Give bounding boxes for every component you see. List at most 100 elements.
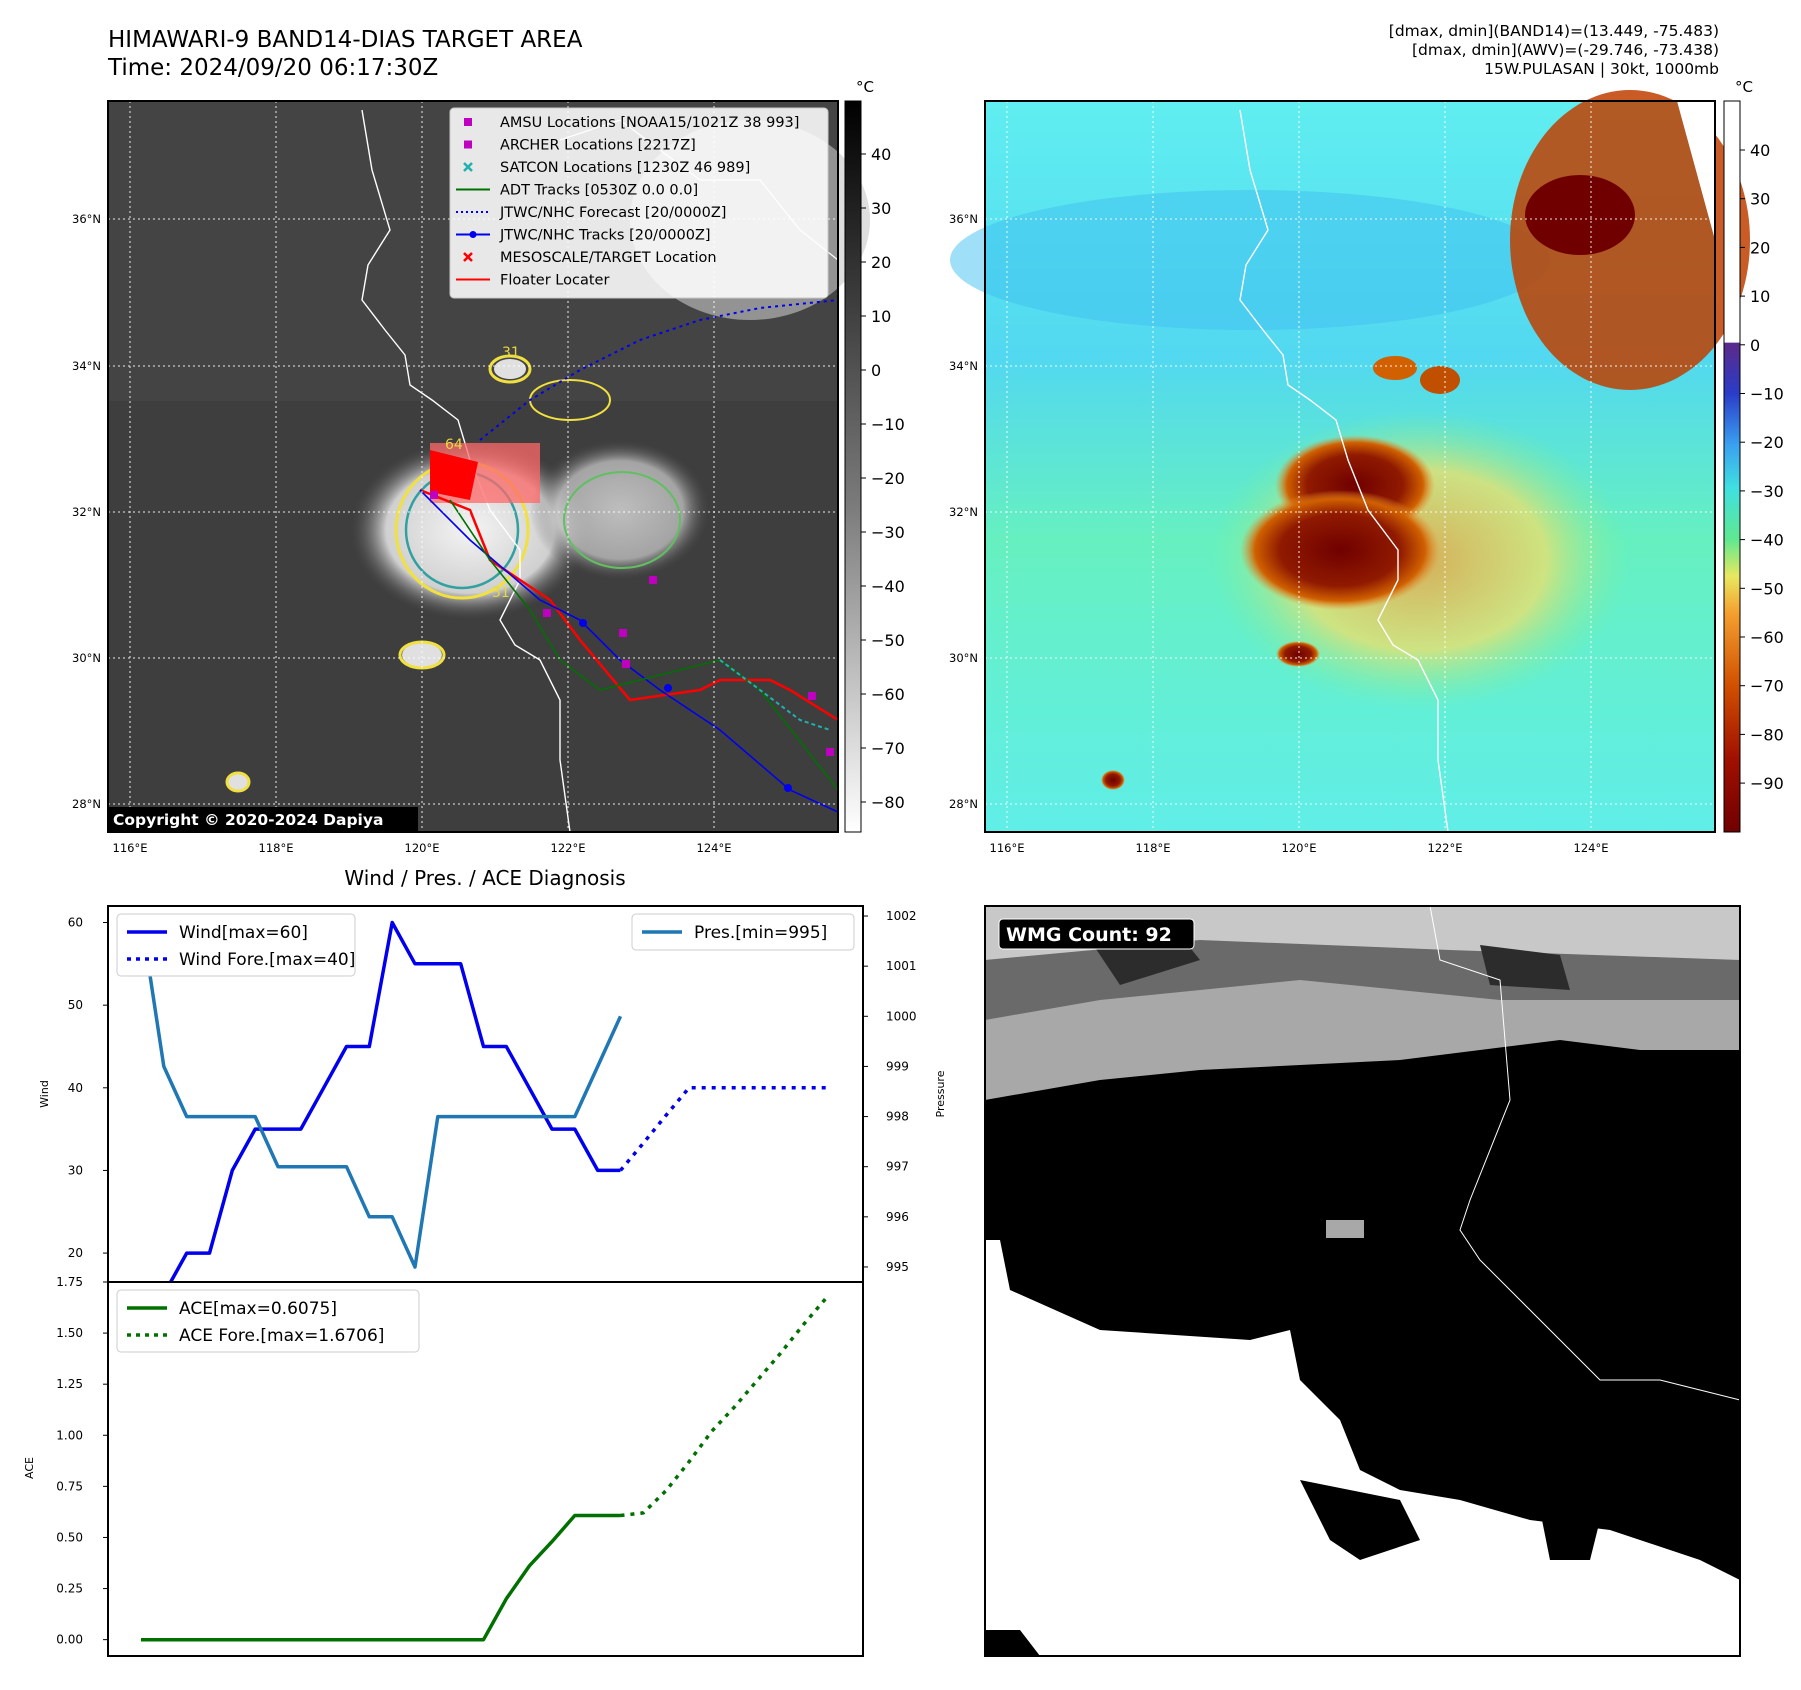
wmg-black-patch	[985, 1630, 1040, 1656]
lon-label: 120°E	[1282, 841, 1317, 855]
colorbar-tick-label: −70	[871, 739, 905, 758]
lat-label: 36°N	[949, 212, 978, 226]
square-marker-icon	[464, 118, 472, 126]
colorbar-tick-label: 20	[1750, 238, 1770, 257]
wmg-frame	[984, 905, 1741, 1657]
band14-colorbar-unit: °C	[856, 78, 874, 96]
lat-label: 34°N	[949, 359, 978, 373]
ace-ytick-label: 1.75	[56, 1275, 83, 1289]
lon-label: 122°E	[551, 841, 586, 855]
contour-yellow-cell-3	[225, 771, 251, 793]
awv-coastline	[1239, 109, 1449, 833]
wind-axis-label: Wind	[38, 1080, 51, 1108]
info-line-3: 15W.PULASAN | 30kt, 1000mb	[1484, 60, 1719, 78]
awv-northeast-cloud	[1510, 90, 1750, 390]
colorbar-tick-label: −10	[1750, 385, 1784, 404]
ace-legend-label: ACE[max=0.6075]	[179, 1299, 337, 1319]
lat-label: 28°N	[72, 797, 101, 811]
ace-forecast-legend-label: ACE Fore.[max=1.6706]	[179, 1326, 384, 1346]
band14-frame	[107, 100, 839, 833]
wmg-count-label: WMG Count: 92	[1006, 924, 1172, 946]
pressure-ytick-label: 997	[886, 1160, 909, 1174]
awv-map: 36°N 34°N 32°N 30°N 28°N 116°E 118°E 120…	[949, 90, 1750, 855]
wind-forecast-series-line	[619, 1086, 826, 1172]
pressure-ytick-label: 1001	[886, 959, 917, 973]
ace-ytick-label: 0.25	[56, 1582, 83, 1596]
colorbar-tick-label: −30	[871, 523, 905, 542]
colorbar-tick-label: −60	[1750, 628, 1784, 647]
legend-item: JTWC/NHC Tracks [20/0000Z]	[456, 228, 711, 244]
pressure-ytick-label: 1000	[886, 1009, 917, 1023]
wind-pressure-chart: 60 50 40 30 20 1002 1001 1000 999 998 997 996 995 W…	[38, 905, 947, 1297]
contour-label: 64	[445, 437, 463, 453]
awv-cloud-core-south	[1240, 490, 1440, 610]
ace-legend-box	[116, 1289, 420, 1353]
band14-lon-labels: 116°E 118°E 120°E 122°E 124°E	[113, 841, 732, 855]
lon-label: 116°E	[990, 841, 1025, 855]
legend-item-label: JTWC/NHC Tracks [20/0000Z]	[499, 228, 711, 244]
floater-wedge	[430, 450, 478, 500]
wmg-black-patch	[1300, 1480, 1420, 1560]
contour-green-east	[563, 471, 681, 569]
lat-label: 30°N	[72, 651, 101, 665]
lon-label: 124°E	[1574, 841, 1609, 855]
lat-label: 34°N	[72, 359, 101, 373]
pressure-ytick-label: 1002	[886, 909, 917, 923]
legend-item: MESOSCALE/TARGET Location	[463, 250, 717, 266]
colorbar-tick-label: −80	[1750, 725, 1784, 744]
copyright-bg	[108, 807, 418, 831]
colorbar-tick-label: 0	[1750, 336, 1760, 355]
main-title: HIMAWARI-9 BAND14-DIAS TARGET AREA Time:…	[108, 26, 582, 82]
pressure-ytick-label: 995	[886, 1260, 909, 1274]
colorbar-tick-label: 30	[1750, 190, 1770, 209]
pressure-ytick-label: 998	[886, 1110, 909, 1124]
legend-item: SATCON Locations [1230Z 46 989]	[463, 160, 750, 176]
awv-colorbar-gradient	[1723, 100, 1741, 833]
lat-label: 30°N	[949, 651, 978, 665]
colorbar-tick-label: 10	[1750, 287, 1770, 306]
legend-item-label: ARCHER Locations [2217Z]	[500, 138, 696, 154]
colorbar-tick-label: −20	[1750, 433, 1784, 452]
amsu-location	[649, 576, 657, 584]
colorbar-tick-label: 20	[871, 253, 891, 272]
jtwc-track-point	[664, 684, 672, 692]
lat-label: 36°N	[72, 212, 101, 226]
wmg-black-patch	[1540, 1510, 1600, 1560]
coastline-china	[361, 109, 571, 833]
legend-item: ARCHER Locations [2217Z]	[464, 138, 696, 154]
jtwc-track-point	[579, 619, 587, 627]
awv-colorbar: °C 40 30 20 10 0 −10 −20 −30 −40 −50 −60 −70 −80 −90	[1723, 78, 1784, 833]
legend-item-label: SATCON Locations [1230Z 46 989]	[500, 160, 750, 176]
legend-item-label: AMSU Locations [NOAA15/1021Z 38 993]	[500, 115, 799, 131]
band14-colorbar: °C 40 30 20 10 0 −10 −20 −30 −40 −50 −60 −70 −80	[844, 78, 905, 833]
amsu-location	[543, 609, 551, 617]
band14-cell-3	[228, 774, 248, 790]
ace-forecast-series-line	[620, 1297, 828, 1518]
band14-colorbar-gradient	[844, 100, 862, 833]
awv-gridlines	[985, 101, 1715, 832]
legend-item-label: MESOSCALE/TARGET Location	[500, 250, 717, 266]
pressure-legend-label: Pres.[min=995]	[694, 923, 827, 943]
wmg-count-badge	[998, 918, 1195, 950]
colorbar-tick-label: −40	[1750, 531, 1784, 550]
awv-cell	[1420, 366, 1460, 394]
lon-label: 118°E	[1136, 841, 1171, 855]
jtwc-track	[419, 489, 839, 813]
colorbar-tick-label: −60	[871, 685, 905, 704]
wind-ytick-label: 30	[68, 1163, 83, 1177]
info-line-2: [dmax, dmin](AWV)=(-29.746, -73.438)	[1412, 41, 1719, 59]
wmg-gray-cell	[1326, 1220, 1364, 1238]
wind-forecast-legend-label: Wind Fore.[max=40]	[179, 950, 355, 970]
jtwc-track-point	[784, 784, 792, 792]
ace-ytick-label: 1.25	[56, 1377, 83, 1391]
band14-cloud-east	[530, 440, 710, 580]
colorbar-tick-label: −50	[1750, 579, 1784, 598]
legend-item: ADT Tracks [0530Z 0.0 0.0]	[456, 183, 698, 199]
wind-legend-box	[116, 913, 356, 977]
title-line-1: HIMAWARI-9 BAND14-DIAS TARGET AREA	[108, 27, 583, 53]
colorbar-tick-label: −10	[871, 415, 905, 434]
colorbar-tick-label: 0	[871, 361, 881, 380]
ace-chart: 1.75 1.50 1.25 1.00 0.75 0.50 0.25 0.00 ACE ACE…	[23, 1275, 864, 1657]
amsu-location	[826, 748, 834, 756]
